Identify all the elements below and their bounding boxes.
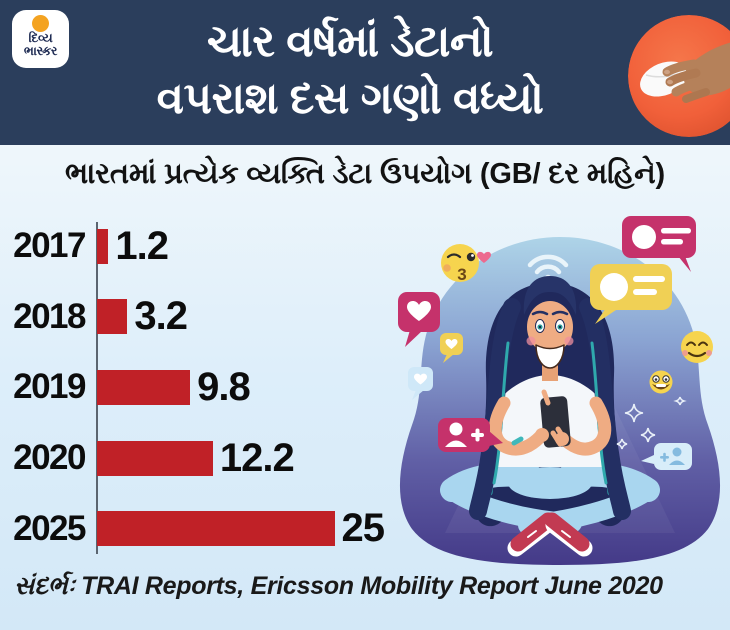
year-label: 2020 bbox=[13, 438, 86, 478]
girl-social-media-illustration: 3 bbox=[398, 216, 721, 565]
year-label: 2025 bbox=[13, 508, 86, 548]
heart-like-bubble-icon bbox=[398, 292, 440, 347]
source-text: સંદર્ભઃ TRAI Reports, Ericsson Mobility … bbox=[14, 572, 663, 600]
bar bbox=[97, 228, 109, 264]
bar-row: 2025 25 bbox=[0, 493, 420, 564]
bar bbox=[97, 440, 213, 476]
chart-title: ભારતમાં પ્રત્યેક વ્યક્તિ ડેટા ઉપયોગ (GB/… bbox=[65, 158, 665, 190]
add-user-bubble-blue-icon bbox=[641, 443, 692, 470]
illustration: 3 bbox=[390, 203, 730, 568]
value-label: 3.2 bbox=[134, 294, 188, 339]
bar-row: 2020 12.2 bbox=[0, 423, 420, 494]
heart-like-mini-yellow-icon bbox=[440, 333, 463, 363]
value-label: 25 bbox=[341, 506, 385, 551]
bar-chart: 2017 1.2 2018 3.2 2019 9.8 2020 12.2 2025 25 bbox=[0, 211, 420, 564]
hand-on-mouse-photo bbox=[628, 15, 730, 137]
value-label: 9.8 bbox=[197, 364, 251, 409]
bar-row: 2019 9.8 bbox=[0, 352, 420, 423]
page-title: ચાર વર્ષમાં ડેટાનો વપરાશ દસ ગણો વધ્યો bbox=[70, 13, 630, 127]
logo-sun-icon bbox=[32, 15, 49, 32]
logo-text-line2: ભાસ્કર bbox=[23, 43, 58, 58]
logo-text-line1: દિવ્ય bbox=[28, 31, 53, 45]
year-label: 2019 bbox=[13, 367, 86, 407]
chat-bubble-yellow-icon bbox=[590, 264, 672, 324]
svg-text:3: 3 bbox=[457, 265, 466, 284]
page-title-line2: વપરાશ દસ ગણો વધ્યો bbox=[156, 74, 544, 124]
sparkles-icon bbox=[616, 396, 687, 450]
relieved-emoji-icon bbox=[681, 331, 713, 363]
bar bbox=[97, 369, 191, 405]
bar-row: 2018 3.2 bbox=[0, 282, 420, 353]
chat-bubble-pink-icon bbox=[622, 216, 696, 272]
heart-like-mini-blue-icon bbox=[408, 367, 433, 400]
add-user-bubble-pink-icon bbox=[438, 418, 503, 452]
value-label: 1.2 bbox=[115, 223, 169, 268]
year-label: 2017 bbox=[13, 226, 86, 266]
girl-figure bbox=[440, 276, 660, 557]
divya-bhaskar-logo: દિવ્ય ભાસ્કર bbox=[12, 10, 69, 68]
value-label: 12.2 bbox=[219, 435, 295, 480]
bar-row: 2017 1.2 bbox=[0, 211, 420, 282]
page-title-line1: ચાર વર્ષમાં ડેટાનો bbox=[206, 17, 494, 66]
year-label: 2018 bbox=[13, 296, 86, 336]
bar bbox=[97, 511, 335, 547]
kiss-emoji-icon: 3 bbox=[441, 244, 491, 284]
bar bbox=[97, 299, 128, 335]
header: દિવ્ય ભાસ્કર ચાર વર્ષમાં ડેટાનો વપરાશ દસ… bbox=[0, 0, 730, 145]
grin-emoji-icon bbox=[649, 370, 673, 394]
hand-on-mouse-illustration bbox=[628, 15, 730, 137]
